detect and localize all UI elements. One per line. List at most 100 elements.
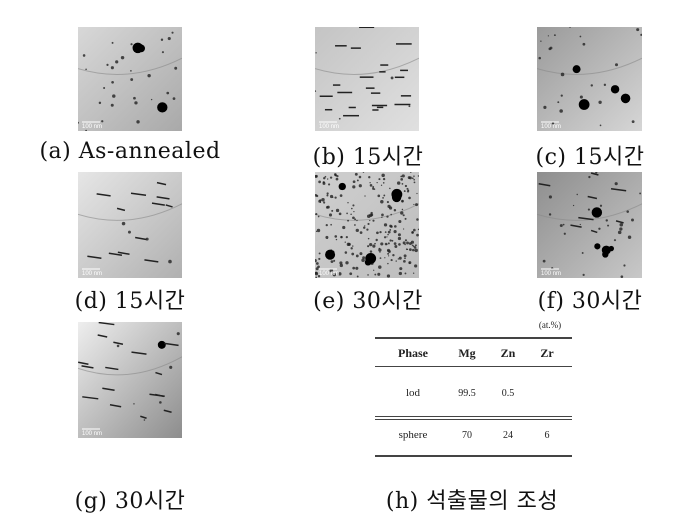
image-background: [78, 172, 182, 278]
texture: [377, 194, 381, 198]
texture: [130, 43, 133, 46]
texture: [338, 272, 342, 276]
texture: [321, 198, 325, 202]
texture: [631, 120, 635, 124]
texture: [386, 274, 391, 278]
scale-bar-label: 100 nm: [82, 271, 102, 277]
texture: [326, 178, 329, 180]
texture: [316, 228, 321, 233]
texture: [120, 55, 125, 60]
tem-image: 100 nm: [78, 27, 182, 131]
texture: [367, 274, 369, 276]
texture: [588, 175, 591, 179]
texture: [406, 190, 410, 193]
texture: [591, 207, 603, 218]
table-rule: [375, 337, 572, 339]
texture: [386, 215, 389, 218]
texture: [410, 172, 412, 173]
texture: [413, 246, 417, 249]
texture: [361, 258, 365, 263]
texture: [408, 176, 412, 180]
texture: [97, 334, 108, 338]
texture: [599, 124, 602, 127]
texture: [389, 239, 392, 242]
texture: [318, 257, 321, 261]
texture: [315, 52, 317, 54]
texture: [350, 247, 353, 250]
image-background: [537, 172, 642, 278]
table-rule: [375, 419, 572, 420]
texture: [394, 225, 397, 228]
texture: [362, 172, 365, 173]
texture: [325, 235, 329, 239]
texture: [620, 93, 631, 104]
texture: [366, 228, 369, 231]
texture: [404, 272, 407, 275]
texture: [640, 33, 642, 36]
texture: [347, 219, 350, 222]
texture: [547, 35, 549, 37]
texture: [397, 236, 402, 241]
texture: [388, 255, 390, 257]
texture: [350, 213, 352, 215]
texture: [380, 242, 384, 246]
texture: [557, 101, 560, 104]
texture: [579, 223, 581, 226]
texture: [542, 259, 546, 263]
texture: [157, 340, 166, 349]
texture: [397, 233, 401, 237]
caption: (a) As-annealed: [39, 139, 221, 164]
texture: [590, 229, 598, 234]
texture: [317, 215, 320, 218]
texture: [383, 223, 388, 227]
texture: [379, 257, 382, 260]
texture: [560, 72, 565, 77]
texture: [563, 232, 566, 235]
texture: [98, 322, 115, 326]
scale-bar-label: 100 nm: [541, 271, 561, 277]
texture: [165, 204, 173, 208]
texture: [408, 261, 412, 265]
texture: [400, 177, 404, 181]
texture: [143, 419, 146, 421]
texture: [102, 387, 115, 391]
texture: [382, 197, 384, 199]
texture: [387, 233, 389, 236]
texture: [538, 183, 551, 187]
texture: [130, 69, 132, 72]
texture: [623, 264, 626, 267]
texture: [404, 184, 408, 188]
texture: [101, 120, 104, 123]
texture: [315, 276, 318, 278]
image-background: [537, 27, 642, 131]
texture: [339, 263, 343, 268]
texture: [389, 224, 392, 228]
texture: [627, 235, 632, 239]
texture: [559, 224, 563, 228]
texture: [151, 202, 165, 206]
texture: [327, 183, 331, 186]
texture: [367, 237, 370, 240]
texture: [133, 96, 136, 100]
scale-bar-label: 100 nm: [82, 431, 102, 437]
caption: (d) 15시간: [74, 289, 186, 314]
texture: [414, 248, 418, 253]
texture: [626, 210, 629, 213]
texture: [389, 187, 391, 190]
texture: [587, 208, 590, 211]
texture: [582, 42, 586, 46]
texture: [578, 99, 590, 110]
texture: [315, 194, 319, 198]
texture: [347, 202, 349, 204]
texture: [340, 236, 343, 239]
texture: [355, 266, 359, 270]
texture: [111, 80, 114, 84]
table-cell: lod: [405, 387, 421, 399]
texture: [402, 241, 406, 245]
texture: [335, 238, 338, 241]
caption: (e) 30시간: [313, 289, 423, 314]
texture: [328, 213, 333, 217]
texture: [579, 95, 583, 99]
texture: [416, 192, 418, 195]
texture: [572, 65, 581, 74]
